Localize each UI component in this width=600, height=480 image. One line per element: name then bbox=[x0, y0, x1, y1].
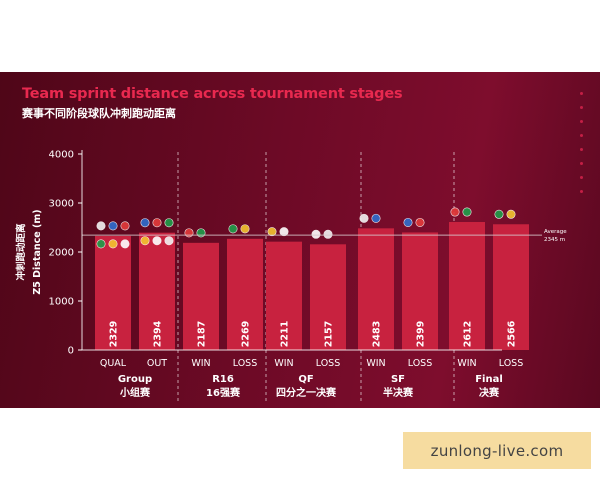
bar bbox=[402, 232, 438, 350]
chart-panel: 2329 QUAL 2394 OUT Group 小组赛 2187 WIN 2269 LOSS R1… bbox=[0, 72, 600, 408]
bar-value-label: 2269 bbox=[241, 321, 252, 347]
bar-value-label: 2399 bbox=[416, 321, 427, 347]
bar-value-label: 2211 bbox=[280, 321, 291, 347]
x-category-label: WIN bbox=[191, 358, 210, 369]
team-flag-marker bbox=[450, 207, 460, 217]
bar-value-label: 2394 bbox=[153, 320, 164, 347]
bar-value-label: 2157 bbox=[324, 321, 335, 347]
x-category-label: LOSS bbox=[316, 358, 341, 369]
team-flag-marker bbox=[196, 228, 206, 238]
x-category-label: LOSS bbox=[499, 358, 524, 369]
team-flag-marker bbox=[120, 239, 130, 249]
team-flag-marker bbox=[96, 239, 106, 249]
team-flag-marker bbox=[494, 209, 504, 219]
y-tick-label: 4000 bbox=[49, 150, 74, 161]
team-flag-marker bbox=[140, 218, 150, 228]
bar-value-label: 2329 bbox=[109, 321, 120, 347]
x-group-label-cn: 四分之一决赛 bbox=[276, 386, 337, 399]
team-flag-marker bbox=[164, 236, 174, 246]
x-group-label-cn: 半决赛 bbox=[383, 386, 414, 399]
x-category-label: LOSS bbox=[233, 358, 258, 369]
team-flag-marker bbox=[108, 221, 118, 231]
x-group-label: SF bbox=[391, 374, 405, 385]
x-group-label-cn: 小组赛 bbox=[119, 386, 151, 399]
average-label: Average bbox=[544, 229, 567, 235]
decorative-dots bbox=[576, 92, 586, 204]
team-flag-marker bbox=[120, 221, 130, 231]
x-category-label: LOSS bbox=[408, 358, 433, 369]
team-flag-marker bbox=[164, 218, 174, 228]
x-group-label: QF bbox=[298, 374, 313, 385]
bar bbox=[358, 228, 394, 350]
bar bbox=[139, 232, 175, 350]
team-flag-marker bbox=[152, 236, 162, 246]
team-flag-marker bbox=[267, 227, 277, 237]
bar bbox=[310, 244, 346, 350]
team-flag-marker bbox=[152, 218, 162, 228]
average-value-label: 2345 m bbox=[544, 237, 565, 243]
x-category-label: WIN bbox=[274, 358, 293, 369]
bar bbox=[266, 241, 302, 350]
team-flag-marker bbox=[323, 229, 333, 239]
team-flag-marker bbox=[228, 224, 238, 234]
bar-value-label: 2187 bbox=[197, 321, 208, 347]
team-flag-marker bbox=[403, 217, 413, 227]
team-flag-marker bbox=[279, 227, 289, 237]
y-tick-label: 3000 bbox=[49, 199, 74, 210]
x-group-label: R16 bbox=[212, 374, 234, 385]
x-group-label: Group bbox=[118, 374, 152, 385]
x-group-label-cn: 16强赛 bbox=[206, 386, 241, 399]
y-axis-title: Z5 Distance (m) bbox=[32, 209, 43, 294]
chart-subtitle: 赛事不同阶段球队冲刺跑动距离 bbox=[22, 107, 176, 120]
team-flag-marker bbox=[311, 229, 321, 239]
x-category-label: OUT bbox=[147, 358, 167, 369]
y-axis-title-cn: 冲刺跑动距离 bbox=[15, 223, 27, 281]
bar-value-label: 2612 bbox=[463, 321, 474, 347]
bar-value-label: 2566 bbox=[507, 320, 518, 347]
bar-value-label: 2483 bbox=[372, 321, 383, 347]
team-flag-marker bbox=[506, 209, 516, 219]
bar bbox=[493, 224, 529, 350]
bar bbox=[95, 235, 131, 350]
watermark-badge: zunlong-live.com bbox=[403, 432, 591, 469]
team-flag-marker bbox=[140, 236, 150, 246]
y-tick-label: 1000 bbox=[49, 297, 74, 308]
x-category-label: WIN bbox=[457, 358, 476, 369]
team-flag-marker bbox=[184, 228, 194, 238]
team-flag-marker bbox=[359, 213, 369, 223]
team-flag-marker bbox=[240, 224, 250, 234]
y-tick-label: 0 bbox=[68, 346, 74, 357]
team-flag-marker bbox=[96, 221, 106, 231]
team-flag-marker bbox=[108, 239, 118, 249]
team-flag-marker bbox=[415, 217, 425, 227]
x-category-label: WIN bbox=[366, 358, 385, 369]
bar bbox=[449, 222, 485, 350]
team-flag-marker bbox=[462, 207, 472, 217]
bar bbox=[183, 242, 219, 350]
chart-title: Team sprint distance across tournament s… bbox=[22, 86, 403, 102]
y-tick-label: 2000 bbox=[49, 248, 74, 259]
x-group-label-cn: 决赛 bbox=[479, 386, 500, 399]
x-group-label: Final bbox=[475, 374, 503, 385]
bar bbox=[227, 238, 263, 350]
x-category-label: QUAL bbox=[100, 358, 127, 369]
team-flag-marker bbox=[371, 213, 381, 223]
